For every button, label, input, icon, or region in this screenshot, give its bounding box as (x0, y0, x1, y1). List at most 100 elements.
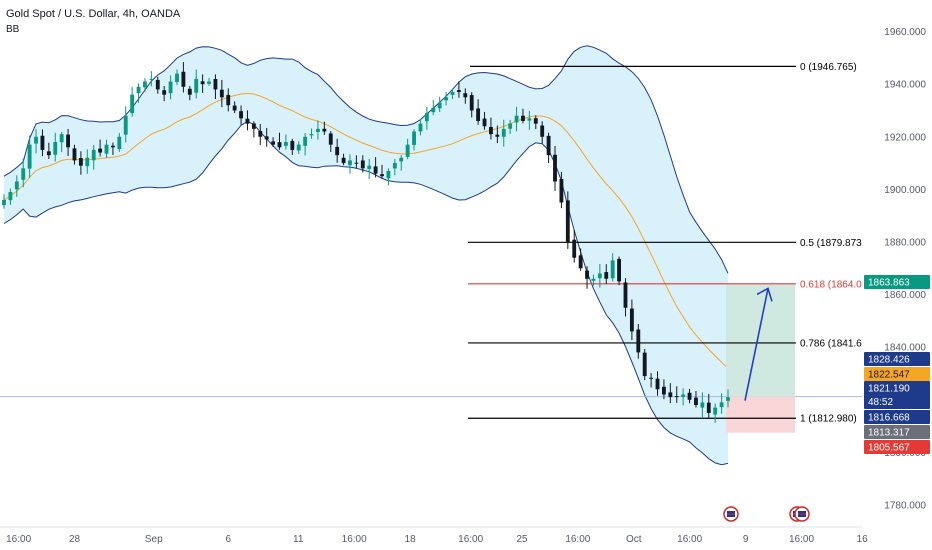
candle-body (476, 108, 481, 121)
candle-body (187, 88, 192, 95)
x-tick-label: 16:00 (789, 534, 814, 545)
price-badge-countdown: 48:52 (868, 397, 893, 408)
candle-body (713, 407, 718, 415)
candle (117, 132, 122, 152)
projection-arrow-head (756, 287, 773, 302)
candle-body (674, 396, 679, 398)
candle-body (412, 131, 416, 145)
candle (367, 158, 372, 179)
candle (271, 137, 276, 148)
price-badge-label: 1813.317 (868, 428, 910, 439)
candle (226, 88, 231, 112)
candle (700, 392, 705, 418)
x-tick-label: 16:00 (342, 534, 367, 545)
x-tick-label: 11 (293, 534, 304, 545)
price-badge: 1805.567 (864, 440, 930, 454)
candle-body (360, 160, 365, 169)
candle (168, 75, 173, 100)
candle (251, 121, 256, 138)
candle (412, 129, 416, 151)
x-tick-label: 16:00 (6, 534, 31, 545)
candle-body (694, 397, 698, 406)
price-badge-label: 1816.668 (868, 413, 910, 424)
candle-body (283, 142, 288, 146)
candle (380, 164, 384, 179)
candle-body (130, 94, 135, 114)
candle-body (309, 134, 314, 136)
candle (418, 119, 423, 136)
candle-body (98, 148, 103, 153)
candle-body (290, 141, 295, 150)
candle (283, 134, 288, 150)
candle (245, 110, 250, 131)
candle-body (617, 258, 622, 282)
candle-body (514, 115, 519, 123)
candle (66, 128, 70, 157)
price-badge: 1828.426 (864, 352, 930, 366)
candle (617, 256, 622, 286)
candle-body (700, 402, 705, 408)
candle-body (668, 392, 673, 398)
candle (456, 81, 461, 98)
candle (207, 77, 211, 86)
candle (136, 83, 141, 103)
candle (194, 69, 199, 99)
candle-body (629, 308, 634, 332)
candle-body (649, 377, 654, 379)
x-tick-label: Oct (626, 534, 642, 545)
indicator-label[interactable]: BB (6, 24, 20, 35)
x-tick-label: 28 (69, 534, 81, 545)
candle-body (597, 273, 602, 279)
candle-body (546, 135, 551, 156)
candle (78, 151, 83, 175)
bollinger-lower (3, 120, 729, 466)
candle (360, 155, 365, 173)
candle-body (495, 134, 500, 137)
y-tick-label: 1900.000 (884, 185, 926, 196)
x-tick-label: 16:00 (458, 534, 483, 545)
candle (130, 86, 135, 117)
candle (85, 149, 90, 174)
candle-body (687, 392, 692, 400)
candle-body (175, 73, 179, 83)
candle (290, 138, 295, 155)
candle-body (59, 134, 64, 143)
candle-body (34, 136, 38, 144)
candle-body (335, 146, 340, 156)
candle (501, 119, 506, 147)
candle (219, 79, 224, 108)
candle (444, 91, 449, 106)
candle (14, 175, 19, 197)
candle (572, 229, 577, 263)
candle (431, 99, 436, 116)
candle (469, 92, 474, 118)
candle-body (72, 148, 77, 161)
x-tick-label: 25 (516, 534, 528, 545)
candle (175, 69, 179, 86)
candle-body (559, 179, 564, 203)
candle (726, 389, 730, 408)
candle (2, 194, 6, 209)
candle-body (328, 133, 333, 145)
candle-body (604, 272, 609, 279)
candle-body (431, 107, 436, 113)
candle-body (136, 86, 141, 94)
candle (21, 158, 26, 188)
candle (546, 132, 551, 164)
candle (34, 129, 38, 154)
candle (527, 111, 532, 130)
price-badge: 1816.668 (864, 410, 930, 424)
candle (162, 86, 167, 102)
candle (277, 132, 282, 150)
candle-body (181, 71, 186, 87)
candle (463, 88, 468, 104)
candle-body (373, 166, 378, 174)
candle (514, 106, 519, 132)
candle-body (662, 386, 666, 395)
candle (649, 373, 654, 388)
price-badge-bg (864, 440, 930, 454)
y-tick-label: 1940.000 (884, 80, 926, 91)
candle-body (540, 125, 545, 137)
bollinger-basis (3, 92, 729, 369)
